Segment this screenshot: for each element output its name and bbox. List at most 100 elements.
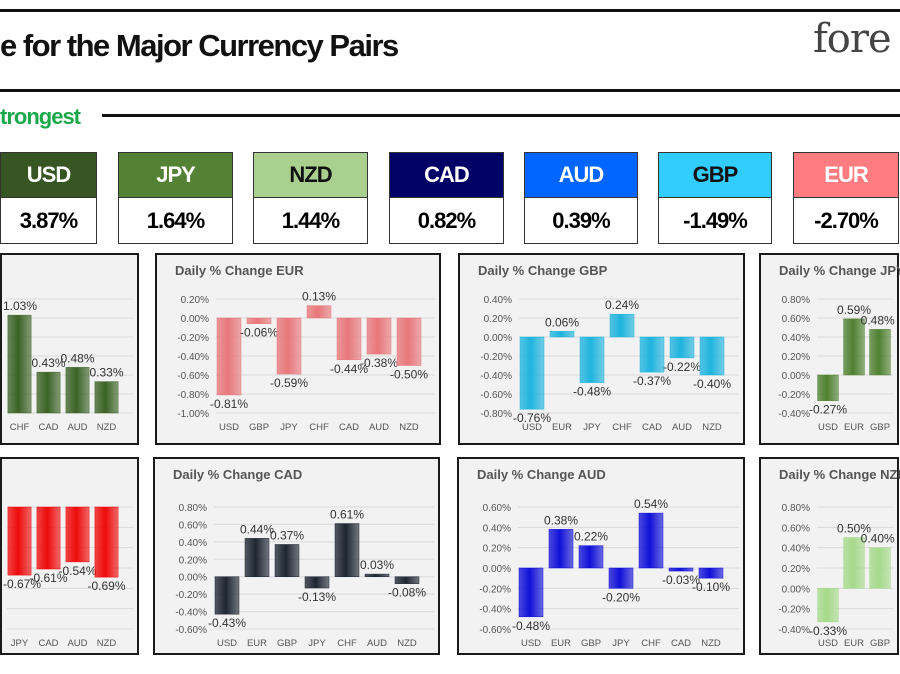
- chart-panel: -0.67% JPY -0.61% CAD -0.54% AUD -0.69% NZD: [0, 457, 139, 655]
- x-tick-label: GBP: [870, 638, 890, 649]
- y-tick-label: 0.40%: [484, 295, 512, 306]
- bar-usd: [817, 374, 839, 401]
- subtitle-rule: [102, 114, 900, 117]
- bar-cad: [36, 506, 61, 570]
- data-label: 0.48%: [60, 351, 94, 365]
- x-tick-label: NZD: [701, 638, 721, 649]
- y-tick-label: -0.40%: [778, 625, 810, 636]
- tile-value: 1.64%: [119, 198, 232, 244]
- strength-value: 0.39%: [552, 208, 610, 233]
- data-label: 0.24%: [605, 298, 639, 312]
- bar-chf: [306, 305, 332, 319]
- data-label: -0.20%: [602, 590, 640, 604]
- x-tick-label: GBP: [249, 422, 269, 433]
- bar-cad: [36, 371, 61, 414]
- x-tick-label: NZD: [399, 422, 419, 433]
- y-tick-label: 0.60%: [483, 503, 511, 514]
- y-tick-label: 0.00%: [181, 314, 209, 325]
- tile-value: 3.87%: [1, 198, 96, 244]
- x-tick-label: AUD: [369, 422, 389, 433]
- data-label: 0.50%: [837, 522, 871, 536]
- x-tick-label: JPY: [612, 638, 630, 649]
- tile-currency: NZD: [254, 153, 367, 198]
- y-tick-label: 0.20%: [782, 564, 810, 575]
- bar-eur: [548, 529, 574, 569]
- y-tick-label: -0.60%: [479, 625, 511, 636]
- y-tick-label: 0.40%: [179, 538, 207, 549]
- y-tick-label: -0.20%: [778, 605, 810, 616]
- y-tick-label: -0.20%: [480, 352, 512, 363]
- bar-usd: [214, 576, 240, 615]
- strength-value: 1.64%: [146, 208, 205, 233]
- data-label: 0.03%: [360, 558, 394, 572]
- x-tick-label: EUR: [844, 638, 864, 649]
- data-label: -0.59%: [270, 376, 308, 390]
- bar-cad: [668, 567, 694, 572]
- currency-code: EUR: [824, 162, 868, 187]
- y-tick-label: 0.60%: [782, 314, 810, 325]
- strength-tile-gbp: GBP -1.49%: [658, 152, 772, 244]
- bar-usd: [216, 317, 242, 396]
- bar-cad: [639, 336, 665, 373]
- bar-usd: [518, 567, 544, 618]
- bar-chf: [638, 512, 664, 569]
- tile-currency: CAD: [390, 153, 503, 198]
- data-label: 0.06%: [545, 315, 579, 329]
- data-label: -0.03%: [662, 573, 700, 587]
- chart-title: Daily % Change GBP: [478, 263, 608, 278]
- y-tick-label: 0.00%: [179, 573, 207, 584]
- y-tick-label: -0.40%: [175, 608, 207, 619]
- chart-panel: 1.03% CHF 0.43% CAD 0.48% AUD 0.33% NZD: [0, 253, 139, 445]
- tile-value: 0.39%: [525, 198, 637, 244]
- y-tick-label: -0.20%: [177, 333, 209, 344]
- data-label: 0.22%: [574, 530, 608, 544]
- bar-eur: [843, 318, 865, 376]
- data-label: 1.03%: [3, 299, 37, 313]
- x-tick-label: JPY: [308, 638, 326, 649]
- y-tick-label: 0.60%: [782, 523, 810, 534]
- data-label: -0.48%: [573, 385, 611, 399]
- chart-title: Daily % Change NZD: [779, 467, 900, 482]
- bar-nzd: [699, 336, 725, 376]
- bar-nzd: [94, 381, 119, 414]
- tile-currency: GBP: [659, 153, 771, 198]
- bar-eur: [244, 538, 270, 577]
- strength-tile-jpy: JPY 1.64%: [118, 152, 233, 244]
- data-label: -0.81%: [210, 397, 248, 411]
- data-label: 0.33%: [89, 366, 123, 380]
- y-tick-label: -0.20%: [175, 590, 207, 601]
- chart-title: Daily % Change AUD: [477, 467, 606, 482]
- chart-panel: Daily % Change GBP 0.40% 0.20% 0.00% -0.20% -…: [458, 253, 745, 445]
- bar-chart: 0.20% 0.00% -0.20% -0.40% -0.60% -0.80% -1.00%…: [177, 290, 435, 433]
- currency-code: CAD: [424, 162, 470, 187]
- x-tick-label: CHF: [337, 638, 357, 649]
- bar-jpy: [7, 506, 32, 576]
- bar-chart: 0.80%0.60%0.40%0.20%0.00%-0.20%-0.40%-0.…: [778, 295, 895, 433]
- data-label: 0.54%: [634, 497, 668, 511]
- y-tick-label: -0.80%: [177, 390, 209, 401]
- bar-eur: [843, 537, 865, 589]
- x-tick-label: NZD: [397, 638, 417, 649]
- bar-chart: 0.80%0.60%0.40%0.20%0.00%-0.20%-0.40%-0.…: [175, 503, 434, 649]
- currency-code: GBP: [692, 162, 739, 187]
- data-label: -0.69%: [87, 579, 125, 593]
- y-tick-label: 0.20%: [483, 544, 511, 555]
- data-label: -0.43%: [208, 616, 246, 630]
- bar-chart: 0.80%0.60%0.40%0.20%0.00%-0.20%-0.40%-0.…: [778, 503, 895, 649]
- y-tick-label: -0.60%: [175, 625, 207, 636]
- bar-jpy: [608, 567, 634, 589]
- bar-aud: [669, 336, 695, 359]
- data-label: -0.27%: [809, 403, 847, 417]
- data-label: -0.13%: [298, 590, 336, 604]
- x-tick-label: EUR: [844, 422, 864, 433]
- data-label: -0.33%: [809, 624, 847, 638]
- y-tick-label: -0.40%: [480, 371, 512, 382]
- strength-value: 1.44%: [281, 208, 340, 233]
- y-tick-label: 0.20%: [484, 314, 512, 325]
- y-tick-label: -0.20%: [778, 390, 810, 401]
- data-label: -0.08%: [388, 586, 426, 600]
- strength-value: 3.87%: [19, 208, 78, 233]
- x-tick-label: GBP: [870, 422, 890, 433]
- page-title: e for the Major Currency Pairs: [0, 28, 399, 63]
- bar-chf: [334, 523, 360, 577]
